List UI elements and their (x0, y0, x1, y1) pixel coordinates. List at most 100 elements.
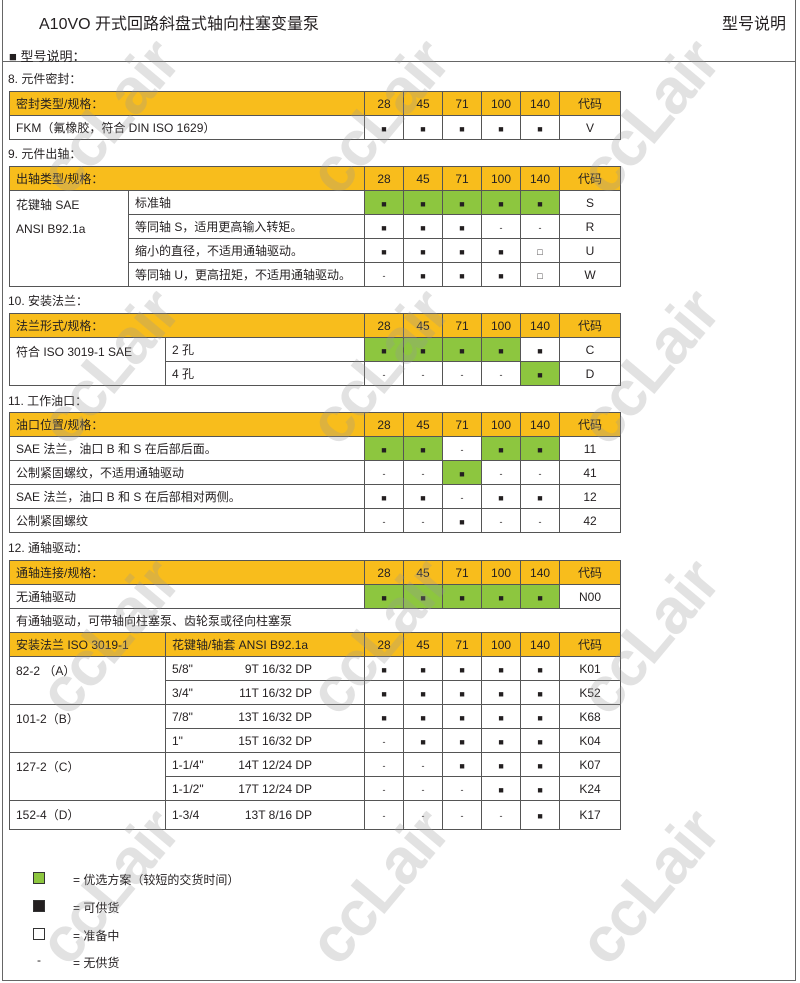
table-row: 127-2（C） 1-1/4" 14T 12/24 DP - - ■ ■ ■ K07 (9, 752, 622, 801)
available-icon: ■ (498, 246, 504, 257)
availability-cell: - (481, 460, 521, 485)
code-cell: 42 (559, 508, 621, 533)
size-header: 140 (520, 313, 560, 338)
available-icon: ■ (459, 246, 465, 257)
available-icon: ■ (420, 246, 426, 257)
available-icon: ■ (420, 270, 426, 281)
availability-cell: - (364, 460, 404, 485)
table-row: 无通轴驱动 ■ ■ ■ ■ ■ N00 (8, 584, 622, 609)
section-title: 12. 通轴驱动： (8, 541, 89, 555)
group-label-line: ANSI B92.1a (16, 222, 86, 236)
spec-table: 油口位置/规格： 28 45 71 100 140 代码 SAE 法兰，油口 B 和 S 在后… (9, 412, 621, 533)
size-header: 100 (481, 560, 522, 585)
header-label: 油口位置/规格： (9, 412, 365, 437)
availability-cell: - (442, 361, 482, 386)
row-sublabel: 标准轴 (128, 190, 365, 215)
not-available-mark: - (460, 492, 464, 503)
size-header: 45 (403, 632, 444, 657)
availability-cell: ■ (364, 584, 405, 609)
availability-cell: ■ (403, 190, 443, 215)
shaft-size: 1-3/4 (165, 800, 226, 830)
availability-cell: ■ (481, 262, 521, 287)
size-header: 100 (481, 166, 521, 191)
not-available-mark: - (499, 811, 503, 821)
not-available-mark: - (382, 516, 386, 527)
header-label: 通轴连接/规格： (8, 560, 366, 585)
not-available-mark: - (382, 468, 386, 479)
not-available-mark: - (382, 270, 386, 281)
code-cell: K04 (559, 728, 622, 753)
availability-cell: ■ (520, 680, 561, 705)
available-icon: ■ (537, 664, 543, 675)
size-header: 45 (403, 560, 444, 585)
available-icon: ■ (537, 688, 543, 699)
not-available-mark: - (460, 784, 464, 795)
availability-cell: ■ (442, 680, 483, 705)
availability-cell: ■ (520, 190, 560, 215)
available-icon: ■ (459, 736, 465, 747)
available-icon: ■ (420, 444, 426, 455)
code-cell: K17 (559, 800, 622, 830)
availability-cell: - (442, 484, 482, 509)
table-row: 3/4" 11T 16/32 DP ■ ■ ■ ■ ■ K52 (10, 680, 622, 705)
legend-text: = 可供货 (73, 901, 120, 915)
row-group-label: 花键轴 SAE ANSI B92.1a (9, 190, 129, 287)
row-label: 公制紧固螺纹 (9, 508, 365, 533)
size-header: 71 (442, 166, 482, 191)
availability-cell: ■ (442, 337, 482, 362)
size-header: 28 (364, 632, 405, 657)
availability-cell: ■ (403, 728, 444, 753)
available-icon: ■ (459, 516, 465, 527)
section-title: 10. 安装法兰： (8, 294, 89, 308)
size-header: 71 (442, 560, 483, 585)
availability-cell: ■ (442, 262, 482, 287)
size-header: 71 (442, 313, 482, 338)
availability-cell: ■ (481, 728, 522, 753)
availability-cell: - (520, 460, 560, 485)
size-header: 71 (442, 412, 482, 437)
availability-cell: ■ (481, 584, 522, 609)
availability-cell: ■ (442, 728, 483, 753)
availability-cell: - (403, 460, 443, 485)
spec-table: 出轴类型/规格： 28 45 71 100 140 代码 花键轴 SAE ANSI B92.1a… (9, 166, 621, 287)
availability-cell: - (442, 776, 483, 801)
availability-cell: ■ (364, 238, 404, 263)
availability-cell: - (364, 262, 404, 287)
not-available-mark: - (460, 444, 464, 455)
availability-cell: - (481, 214, 521, 239)
availability-cell: - (364, 361, 404, 386)
not-available-mark: - (499, 468, 503, 479)
size-header: 140 (520, 412, 560, 437)
available-icon: ■ (381, 123, 387, 134)
availability-cell: ■ (520, 752, 561, 777)
availability-cell: - (520, 508, 560, 533)
row-group-label: 符合 ISO 3019-1 SAE (9, 337, 166, 386)
availability-cell: ■ (403, 680, 444, 705)
table-row: SAE 法兰，油口 B 和 S 在后部后面。 ■ ■ - ■ ■ 11 (9, 436, 621, 461)
available-icon: ■ (498, 688, 504, 699)
code-cell: R (559, 214, 621, 239)
availability-cell: ■ (364, 704, 405, 729)
available-icon: ■ (498, 198, 504, 209)
code-cell: W (559, 262, 621, 287)
size-header: 28 (364, 412, 404, 437)
code-header: 代码 (559, 560, 622, 585)
availability-cell: ■ (481, 752, 522, 777)
section-title: 9. 元件出轴： (8, 147, 82, 161)
available-icon: ■ (537, 760, 543, 771)
available-icon: ■ (381, 246, 387, 257)
availability-cell: ■ (520, 704, 561, 729)
availability-cell: ■ (520, 776, 561, 801)
availability-cell: - (520, 214, 560, 239)
availability-cell: - (364, 776, 405, 801)
size-header: 71 (442, 632, 483, 657)
code-header: 代码 (559, 166, 621, 191)
availability-cell: ■ (403, 238, 443, 263)
availability-cell: ■ (364, 190, 404, 215)
group-label-line: 符合 ISO 3019-1 SAE (16, 345, 133, 359)
available-icon: ■ (537, 492, 543, 503)
available-icon: ■ (459, 222, 465, 233)
availability-cell: ■ (520, 484, 560, 509)
available-icon: ■ (498, 592, 504, 603)
available-icon: ■ (381, 198, 387, 209)
